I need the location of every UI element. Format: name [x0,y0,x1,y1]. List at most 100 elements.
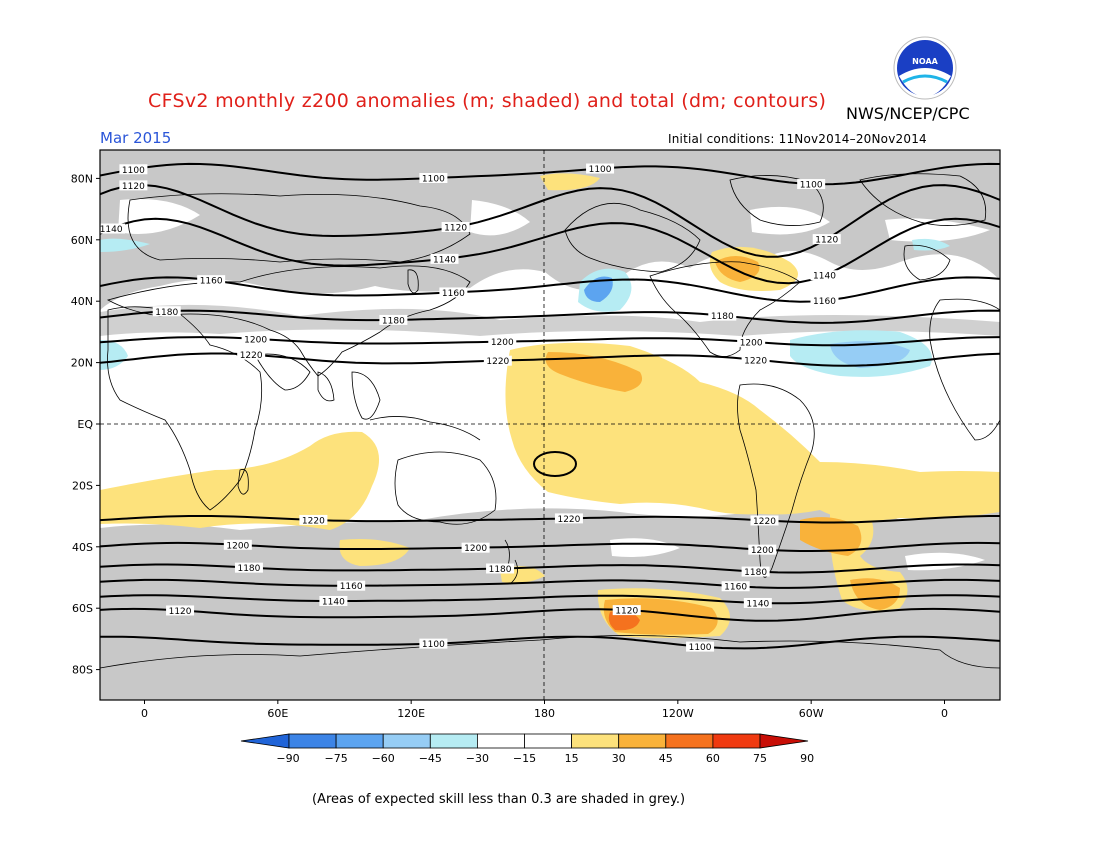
contour-label: 1120 [815,236,838,246]
colorbar-label: 90 [800,752,814,765]
colorbar-bin [712,733,761,749]
contour-label: 1180 [744,568,767,578]
lat-label: 40S [72,541,93,554]
lon-label: 0 [141,707,148,720]
contour-label: 1200 [491,338,514,348]
contour-line [100,607,1000,622]
lat-label: 40N [71,295,93,308]
lon-label: 120W [662,707,694,720]
colorbar-label: 15 [565,752,579,765]
colorbar-bin [618,733,667,749]
contour-label: 1220 [486,357,509,367]
colorbar-low-arrow [240,733,290,749]
lat-label: 20S [72,479,93,492]
contour-label-bg [488,336,517,347]
contour-label-bg [743,597,772,608]
chart-title: CFSv2 monthly z200 anomalies (m; shaded)… [148,90,827,112]
contour-label: 1160 [724,583,747,593]
svg-text:NOAA: NOAA [912,57,938,66]
contour-label: 1120 [615,607,638,617]
contour-label-bg [748,544,777,555]
contour-label-bg [708,310,737,321]
contour-label-bg [299,514,328,525]
contour-label: 1180 [489,565,512,575]
contour-label: 1180 [237,564,260,574]
contour-label-bg [419,173,448,184]
contour-label: 1140 [746,599,769,609]
colorbar-label: 45 [659,752,673,765]
colorbar-label: −15 [513,752,536,765]
contour-label: 1220 [240,351,263,361]
contour-line [100,162,1000,186]
contour-label-bg [337,580,366,591]
contour-label-bg [461,542,490,553]
colorbar-bin [476,733,525,749]
contour-label-bg [430,253,459,264]
map-frame [99,149,1001,701]
initial-conditions: Initial conditions: 11Nov2014–20Nov2014 [668,132,927,146]
height-contours: 1100 1100 1100 1100 1120 1120 1120 1140 1140 1140… [100,162,1000,653]
contour-label-bg [237,349,266,360]
colorbar-label: 60 [706,752,720,765]
contour-label: 1140 [100,225,123,235]
colorbar-bin [335,733,384,749]
contour-line [100,635,1000,650]
contour-label: 1140 [322,598,345,608]
noaa-logo: NOAA [893,36,957,100]
contour-line [100,309,1000,324]
contour-label-bg [119,180,148,191]
contour-label-bg [152,306,181,317]
lat-label: 60N [71,234,93,247]
contour-label-bg [100,223,126,234]
contour-label-bg [234,562,263,573]
contour-label-bg [741,566,770,577]
contour-label: 1180 [382,316,405,326]
contour-label-bg [441,222,470,233]
contour-label-bg [750,515,779,526]
colorbar-bin [571,733,620,749]
colorbar-bin [524,733,572,749]
contour-label: 1100 [800,181,823,191]
contour-label-bg [810,295,839,306]
contour-label-bg [379,314,408,325]
contour-label-bg [741,354,770,365]
contour-line [100,276,1000,303]
contour-label: 1180 [155,308,178,318]
colorbar-label: −75 [324,752,347,765]
contour-line [100,594,1000,605]
contour-label-bg [686,641,715,652]
contour-label-bg [197,275,226,286]
contour-label: 1100 [422,640,445,650]
contour-line [100,184,1000,258]
contour-label: 1160 [340,582,363,592]
lon-label: 60W [799,707,824,720]
contour-label-bg [241,333,270,344]
contour-line [100,578,1000,589]
colorbar: −90 −75 −60 −45 −30 −15 15 30 45 60 75 90 [240,733,814,765]
lat-label: 20N [71,357,93,370]
colorbar-label: 75 [753,752,767,765]
contour-label: 1140 [813,272,836,282]
lon-label: 0 [941,707,948,720]
contour-label-bg [586,163,615,174]
contour-label-bg [486,563,515,574]
contour-label-bg [319,596,348,607]
map-axes: 80N 60N 40N 20N EQ 20S 40S 60S 80S 0 60E 120E 180 120… [71,172,948,720]
contour-label-bg [419,638,448,649]
skill-shading-gaps [118,199,990,571]
contour-label: 1200 [464,544,487,554]
contour-label-bg [223,539,252,550]
map-area: 1100 1100 1100 1100 1120 1120 1120 1140 1140 1140… [100,150,1000,700]
contour-label-bg [166,605,195,616]
colorbar-label: −45 [419,752,442,765]
contour-label-bg [439,287,468,298]
colorbar-label: −60 [372,752,395,765]
forecast-month: Mar 2015 [100,129,172,147]
lon-label: 180 [534,707,555,720]
colorbar-label: 30 [612,752,626,765]
colorbar-label: −90 [276,752,299,765]
contour-label: 1120 [122,182,145,192]
closed-contour-pacific [533,451,577,477]
lat-label: 80N [71,172,93,185]
contour-label: 1160 [813,297,836,307]
